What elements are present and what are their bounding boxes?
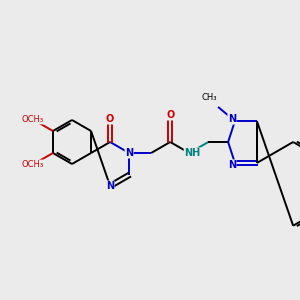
Text: CH₃: CH₃ <box>202 93 218 102</box>
Text: OCH₃: OCH₃ <box>22 115 44 124</box>
Text: NH: NH <box>184 148 200 158</box>
Text: OCH₃: OCH₃ <box>22 160 44 169</box>
Text: O: O <box>166 110 174 120</box>
Text: N: N <box>228 114 236 124</box>
Text: N: N <box>228 160 236 170</box>
Text: O: O <box>106 114 114 124</box>
Text: N: N <box>125 148 133 158</box>
Text: N: N <box>106 181 114 191</box>
